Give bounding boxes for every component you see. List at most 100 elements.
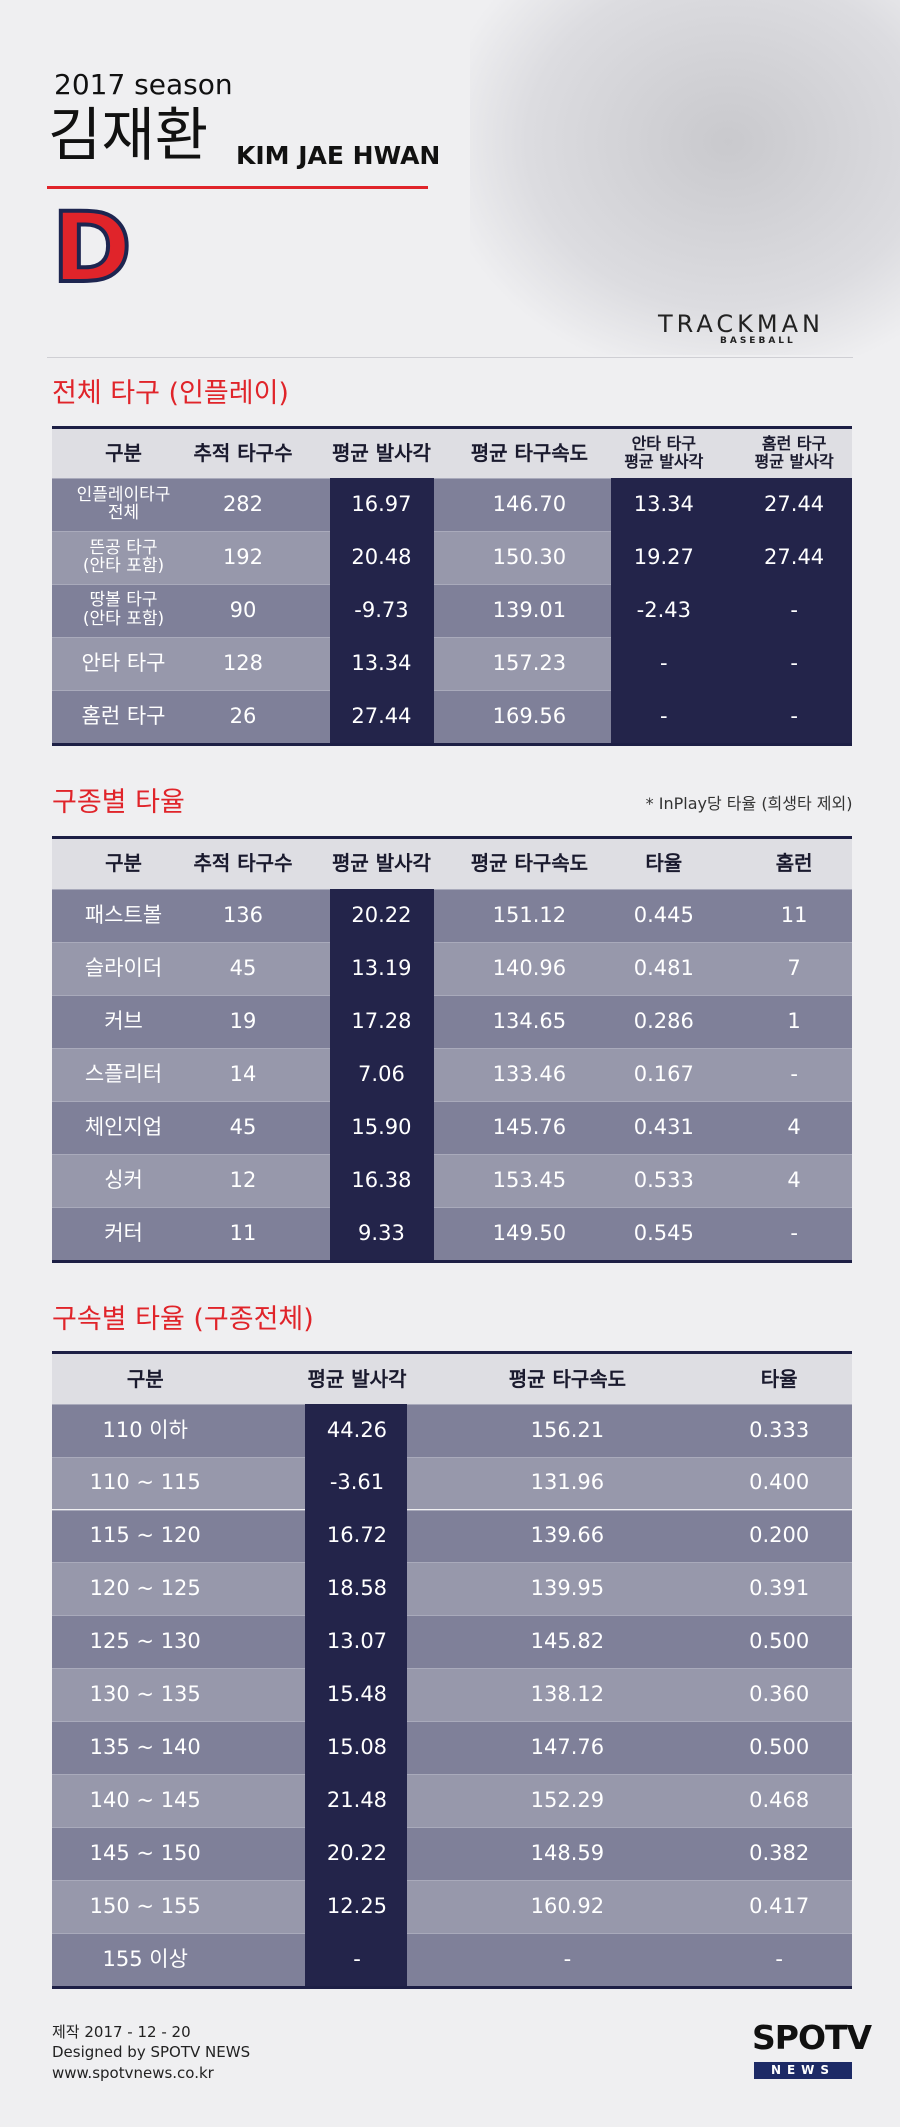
table-cell: 150.30 — [492, 544, 567, 569]
table-cell: 192 — [222, 544, 264, 569]
table-cell: 0.500 — [749, 1629, 810, 1654]
table-cell: 11 — [229, 1220, 257, 1245]
table-header-cell: 추적 타구수 — [193, 851, 293, 876]
table-header-cell: 구분 — [105, 851, 142, 876]
table-header-cell: 평균 타구속도 — [470, 851, 589, 876]
table-cell: - — [790, 597, 798, 622]
table-row-bg — [51, 1206, 853, 1260]
table-cell: 45 — [229, 1114, 257, 1139]
table-cell: 16.97 — [351, 491, 412, 516]
table-row-bg — [51, 1153, 853, 1207]
table-header-cell: 평균 발사각 — [331, 440, 431, 465]
table-cell: 14 — [229, 1061, 257, 1086]
table-cell: 체인지업 — [84, 1114, 163, 1139]
table-header-cell: 타율 — [760, 1366, 798, 1391]
section-note: * InPlay당 타율 (희생타 제외) — [645, 793, 853, 813]
table-top-border — [51, 1351, 853, 1355]
table-header-cell: 홈런 — [775, 851, 813, 876]
table-cell: 13.34 — [633, 491, 694, 516]
table-cell: 160.92 — [530, 1894, 605, 1918]
red-rule — [47, 186, 428, 189]
table-cell: 150 ~ 155 — [89, 1894, 201, 1918]
table-cell: 145.76 — [492, 1114, 567, 1139]
table-dark-column — [305, 1403, 408, 1986]
table-cell: 0.200 — [749, 1523, 810, 1548]
table-cell: 0.382 — [749, 1841, 810, 1866]
table-cell: - — [660, 650, 668, 675]
table-cell: 0.286 — [633, 1008, 694, 1033]
table-cell: 151.12 — [492, 903, 567, 928]
table-row-bg — [51, 1668, 853, 1722]
table-cell: 139.01 — [492, 597, 567, 622]
table-cell: 155 이상 — [102, 1946, 188, 1971]
table-cell: 90 — [229, 597, 257, 622]
table-cell: 140.96 — [492, 956, 567, 980]
table-cell: 13.07 — [326, 1629, 388, 1654]
table-row-bg — [51, 889, 853, 943]
table-top-border — [51, 425, 853, 429]
table-cell: 135 ~ 140 — [89, 1735, 201, 1760]
table-header-cell: 구분 — [105, 440, 142, 465]
table-row-bg — [51, 1562, 853, 1616]
table-header-cell: 홈런 타구 평균 발사각 — [754, 434, 834, 471]
table-top-border — [51, 835, 853, 839]
table-cell: 131.96 — [530, 1470, 605, 1495]
table-row-bg — [51, 1933, 853, 1986]
table-row-bg — [51, 1721, 853, 1775]
table-header-bg — [51, 428, 853, 478]
table-row-bg — [51, 995, 853, 1048]
table-header-cell: 타율 — [645, 851, 683, 876]
table-cell: 7.06 — [358, 1061, 405, 1086]
table-cell: 슬라이더 — [84, 956, 163, 980]
table-header-bg — [51, 1354, 853, 1404]
table-cell: 44.26 — [326, 1417, 388, 1442]
table-cell: 27.44 — [764, 544, 825, 569]
table-cell: 169.56 — [492, 703, 567, 728]
table-cell: 12 — [229, 1167, 257, 1192]
table-cell: 115 ~ 120 — [89, 1523, 201, 1548]
table-cell: 커브 — [104, 1008, 143, 1033]
photo-shade — [470, 0, 900, 355]
table-cell: 120 ~ 125 — [89, 1576, 201, 1601]
table-cell: -9.73 — [354, 597, 409, 622]
table-cell: - — [790, 703, 798, 728]
footer-date: 제작 2017 - 12 - 20 — [52, 2023, 191, 2041]
table-cell: 9.33 — [358, 1220, 405, 1245]
table-bottom-border — [51, 1985, 853, 1989]
table-cell: 인플레이타구 전체 — [76, 484, 171, 524]
table-cell: 130 ~ 135 — [89, 1682, 201, 1707]
table-dark-column — [329, 477, 435, 743]
table-bottom-border — [51, 742, 853, 746]
table-header-cell: 평균 타구속도 — [508, 1366, 627, 1391]
table-cell: 0.391 — [749, 1576, 810, 1601]
section-title: 구종별 타율 — [52, 786, 185, 818]
table-cell: 110 ~ 115 — [89, 1470, 201, 1495]
table-row-bg — [51, 1047, 853, 1101]
table-cell: 146.70 — [492, 491, 567, 516]
table-cell: - — [790, 1061, 798, 1086]
table-cell: 19 — [229, 1008, 257, 1033]
table-cell: - — [790, 1220, 798, 1245]
table-cell: 15.48 — [326, 1682, 388, 1707]
footer-url: www.spotvnews.co.kr — [52, 2064, 214, 2082]
table-cell: 0.400 — [749, 1470, 810, 1495]
table-row-bg — [51, 1774, 853, 1828]
table-cell: 125 ~ 130 — [89, 1629, 201, 1654]
table-cell: 0.167 — [633, 1061, 694, 1086]
table-cell: 139.95 — [530, 1576, 605, 1601]
table-cell: 153.45 — [492, 1167, 567, 1192]
table-cell: 140 ~ 145 — [89, 1788, 201, 1813]
table-cell: - — [775, 1946, 783, 1971]
table-cell: 19.27 — [633, 544, 694, 569]
table-cell: 147.76 — [530, 1735, 605, 1760]
table-cell: -3.61 — [329, 1470, 385, 1495]
table-row-bg — [51, 1509, 853, 1563]
table-cell: 15.90 — [351, 1114, 412, 1139]
section-title: 전체 타구 (인플레이) — [52, 377, 289, 409]
table-dark-column — [329, 889, 435, 1260]
table-cell: 13.19 — [351, 956, 412, 980]
table-header-cell: 평균 발사각 — [307, 1366, 407, 1391]
table-row-bg — [51, 1403, 853, 1457]
table-cell: 7 — [787, 956, 801, 980]
